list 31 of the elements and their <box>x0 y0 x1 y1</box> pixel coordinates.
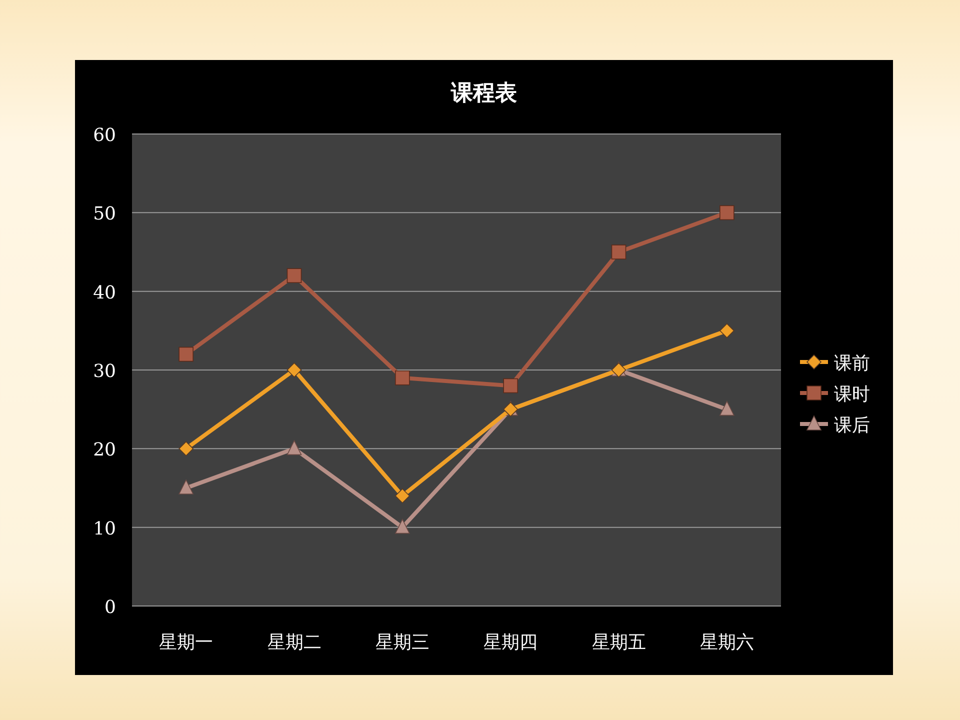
point <box>395 370 410 386</box>
x-tick-label: 星期六 <box>700 632 754 653</box>
point <box>178 480 194 494</box>
legend-label: 课前 <box>834 353 870 374</box>
point <box>395 488 410 504</box>
y-tick-label: 60 <box>93 125 116 146</box>
y-tick-label: 30 <box>93 361 116 382</box>
point <box>611 244 626 260</box>
point <box>286 268 302 283</box>
x-tick-label: 星期五 <box>592 632 646 653</box>
y-tick-label: 0 <box>104 597 116 618</box>
point <box>286 440 302 456</box>
point <box>178 346 194 362</box>
point <box>503 378 518 394</box>
point <box>178 441 194 456</box>
chart-title: 课程表 <box>450 80 517 106</box>
point <box>720 323 734 338</box>
x-tick-label: 星期一 <box>159 632 214 653</box>
y-tick-label: 20 <box>93 440 116 461</box>
point <box>286 362 302 378</box>
x-tick-label: 星期四 <box>484 632 538 653</box>
x-tick-label: 星期二 <box>267 632 322 653</box>
point <box>395 518 410 534</box>
y-tick-label: 10 <box>93 518 116 540</box>
legend-label: 课后 <box>834 415 870 436</box>
y-tick-label: 40 <box>93 282 116 304</box>
legend-label: 课时 <box>834 384 870 405</box>
x-tick-label: 星期三 <box>375 632 430 653</box>
point <box>720 400 734 416</box>
y-tick-label: 50 <box>93 204 116 225</box>
point <box>720 205 734 220</box>
